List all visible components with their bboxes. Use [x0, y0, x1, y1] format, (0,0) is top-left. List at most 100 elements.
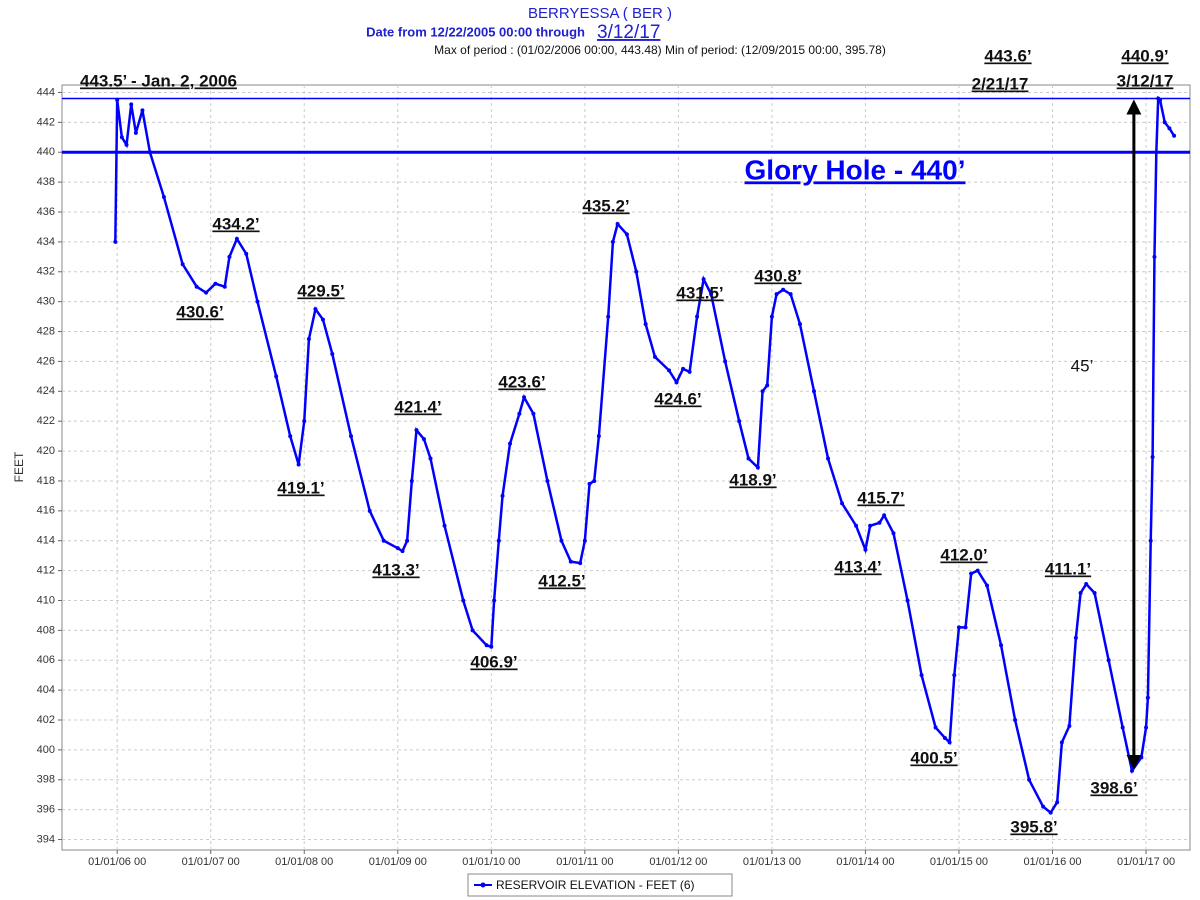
data-point: [255, 299, 260, 304]
data-point: [643, 322, 648, 327]
annotation: 423.6’: [498, 372, 545, 391]
data-point: [933, 725, 938, 730]
y-tick-label: 436: [37, 206, 55, 218]
legend-swatch-dot: [480, 882, 486, 888]
data-point: [695, 314, 700, 319]
data-point: [723, 359, 728, 364]
annotation: 424.6’: [654, 389, 701, 408]
data-point: [414, 428, 419, 433]
annotation: 412.5’: [538, 571, 585, 590]
y-tick-label: 400: [37, 744, 55, 756]
data-point: [1144, 725, 1149, 730]
annotation: 3/12/17: [1117, 71, 1174, 90]
y-tick-label: 404: [37, 684, 55, 696]
annotation: 413.3’: [372, 560, 419, 579]
x-tick-label: 01/01/08 00: [275, 856, 333, 868]
data-point: [1130, 768, 1135, 773]
data-point: [349, 434, 354, 439]
data-point: [701, 277, 706, 282]
annotation: 435.2’: [582, 196, 629, 215]
data-point: [674, 380, 679, 385]
data-point: [517, 411, 522, 416]
data-point: [1158, 97, 1163, 102]
data-point: [905, 598, 910, 603]
data-point: [947, 740, 952, 745]
annotation: 430.6’: [176, 302, 223, 321]
data-point: [891, 531, 896, 536]
legend-box: [467, 873, 733, 897]
data-point: [489, 644, 494, 649]
data-point: [484, 643, 489, 648]
y-tick-label: 418: [37, 475, 55, 487]
annotation: 434.2’: [212, 214, 259, 233]
data-point: [1150, 455, 1155, 460]
data-point: [1120, 725, 1125, 730]
data-point: [330, 351, 335, 356]
annotation: 440.9’: [1121, 46, 1168, 65]
y-tick-label: 440: [37, 146, 55, 158]
data-point: [681, 366, 686, 371]
data-point: [615, 221, 620, 226]
annotation: 421.4’: [394, 397, 441, 416]
data-point: [1145, 695, 1150, 700]
data-point: [1059, 740, 1064, 745]
data-point: [227, 254, 232, 259]
data-point: [709, 292, 714, 297]
y-tick-label: 428: [37, 325, 55, 337]
data-point: [204, 290, 209, 295]
data-point: [1154, 150, 1159, 155]
annotation: 430.8’: [754, 266, 801, 285]
data-point: [302, 419, 307, 424]
annotation: 431.5’: [676, 283, 723, 302]
annotation: 429.5’: [297, 281, 344, 300]
data-point: [919, 673, 924, 678]
data-point: [306, 337, 311, 342]
data-point: [442, 523, 447, 528]
y-tick-label: 424: [37, 385, 55, 397]
data-point: [395, 546, 400, 551]
data-point: [194, 284, 199, 289]
legend: RESERVOIR ELEVATION - FEET (6): [467, 873, 733, 897]
annotation: 413.4’: [834, 557, 881, 576]
data-point: [781, 287, 786, 292]
data-point: [634, 269, 639, 274]
data-point: [952, 673, 957, 678]
x-tick-label: 01/01/15 00: [930, 856, 988, 868]
data-point: [1167, 126, 1172, 131]
data-point: [1152, 254, 1157, 259]
data-point: [1084, 582, 1089, 587]
data-point: [508, 441, 513, 446]
data-point: [222, 284, 227, 289]
annotation: 406.9’: [470, 652, 517, 671]
y-tick-label: 412: [37, 565, 55, 577]
annotation: 398.6’: [1090, 778, 1137, 797]
x-tick-label: 01/01/14 00: [836, 856, 894, 868]
data-point: [882, 513, 887, 518]
data-point: [559, 538, 564, 543]
data-point: [115, 97, 120, 102]
y-tick-label: 434: [37, 236, 55, 248]
data-point: [596, 434, 601, 439]
annotation: 411.1’: [1045, 559, 1091, 578]
data-point: [760, 389, 765, 394]
data-point: [863, 547, 868, 552]
data-point: [687, 369, 692, 374]
chart-title: BERRYESSA ( BER ): [528, 5, 672, 22]
data-point: [234, 236, 239, 241]
data-point: [129, 102, 134, 107]
data-point: [1067, 723, 1072, 728]
x-tick-label: 01/01/16 00: [1023, 856, 1081, 868]
data-point: [582, 538, 587, 543]
data-point: [774, 292, 779, 297]
data-point: [531, 411, 536, 416]
data-point: [956, 625, 961, 630]
data-point: [746, 456, 751, 461]
data-point: [496, 538, 501, 543]
data-point: [313, 307, 318, 312]
y-tick-label: 394: [37, 833, 55, 845]
data-point: [367, 508, 372, 513]
y-tick-label: 410: [37, 594, 55, 606]
data-point: [840, 501, 845, 506]
annotation: 400.5’: [910, 748, 957, 767]
data-point: [985, 583, 990, 588]
